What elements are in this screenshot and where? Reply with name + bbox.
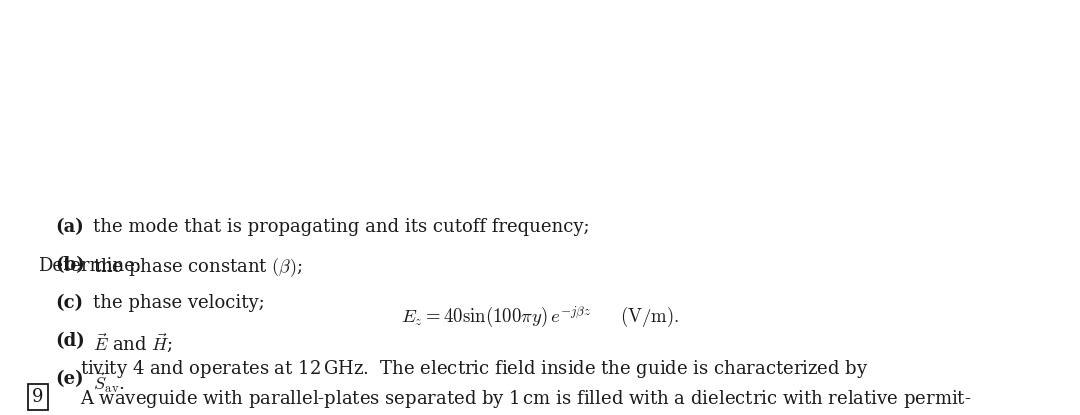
Text: A waveguide with parallel-plates separated by 1$\,$cm is filled with a dielectri: A waveguide with parallel-plates separat… [80,388,971,410]
Text: (e): (e) [55,370,83,388]
Text: tivity 4 and operates at 12$\,$GHz.  The electric field inside the guide is char: tivity 4 and operates at 12$\,$GHz. The … [80,358,868,380]
Text: $E_z = 40\sin(100\pi y)\,e^{-j\beta z}$     $\mathrm{(V/m).}$: $E_z = 40\sin(100\pi y)\,e^{-j\beta z}$ … [401,305,679,330]
Text: $\vec{S}_{\mathrm{av}}$.: $\vec{S}_{\mathrm{av}}$. [93,370,125,395]
Text: the phase velocity;: the phase velocity; [93,294,265,312]
Text: 9: 9 [32,388,44,406]
Text: $\vec{E}$ and $\vec{H}$;: $\vec{E}$ and $\vec{H}$; [93,332,173,355]
Text: (b): (b) [55,256,84,274]
Text: (c): (c) [55,294,83,312]
Text: Determine:: Determine: [38,257,141,275]
Text: the mode that is propagating and its cutoff frequency;: the mode that is propagating and its cut… [93,218,590,236]
Text: (a): (a) [55,218,84,236]
Text: the phase constant $(\beta)$;: the phase constant $(\beta)$; [93,256,302,279]
Text: (d): (d) [55,332,84,350]
